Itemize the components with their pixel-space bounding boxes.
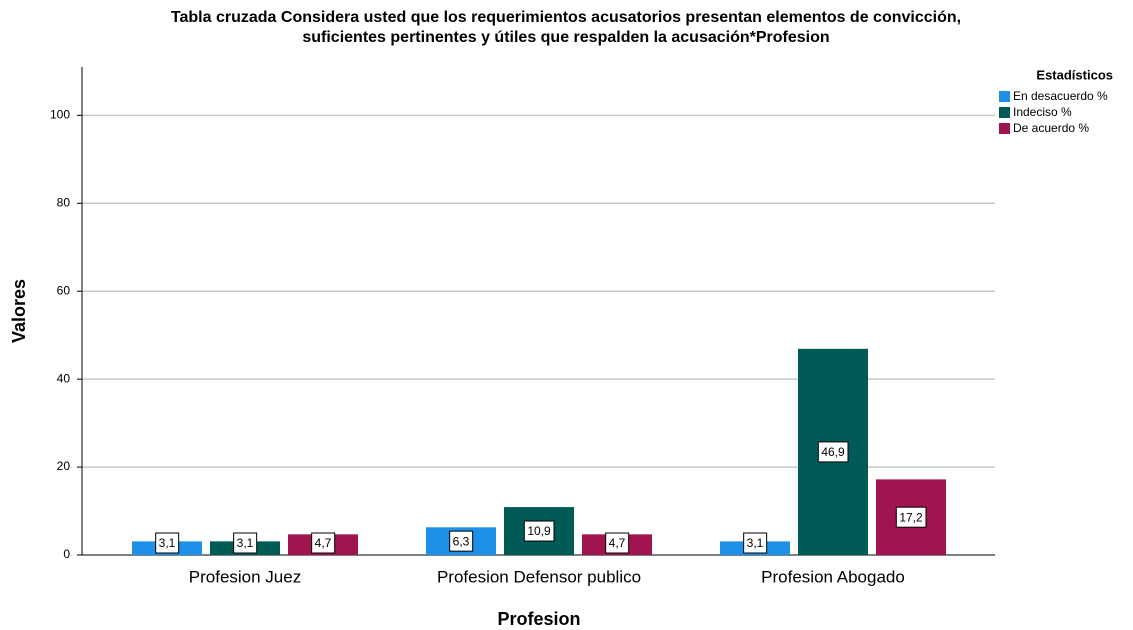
data-label: 4,7	[609, 536, 626, 550]
data-label-box	[895, 506, 927, 528]
legend-label: En desacuerdo %	[1013, 89, 1108, 103]
data-label-box	[449, 530, 474, 552]
x-tick-label: Profesion Defensor publico	[437, 567, 641, 586]
x-tick-label: Profesion Abogado	[761, 567, 905, 586]
data-label: 4,7	[315, 536, 332, 550]
x-axis-label: Profesion	[497, 609, 580, 629]
data-label-box	[605, 532, 630, 554]
y-tick-label: 40	[57, 371, 71, 385]
data-label: 3,1	[237, 536, 254, 550]
legend-swatch	[999, 91, 1010, 102]
chart-title: Tabla cruzada Considera usted que los re…	[171, 9, 961, 26]
y-tick-label: 80	[57, 195, 71, 209]
legend-label: De acuerdo %	[1013, 121, 1089, 135]
data-label: 17,2	[899, 510, 923, 524]
data-label-box	[523, 520, 555, 542]
data-label-box	[743, 532, 768, 554]
data-label-box	[233, 532, 258, 554]
y-tick-label: 100	[50, 108, 70, 122]
legend-swatch	[999, 107, 1010, 118]
y-tick-label: 60	[57, 283, 71, 297]
data-label-box	[311, 532, 336, 554]
data-label: 6,3	[453, 534, 470, 548]
data-label-box	[155, 532, 180, 554]
data-label-box	[817, 441, 849, 463]
y-tick-label: 20	[57, 459, 71, 473]
data-label: 10,9	[527, 524, 551, 538]
data-label: 3,1	[159, 536, 176, 550]
legend-swatch	[999, 123, 1010, 134]
data-label: 3,1	[747, 536, 764, 550]
y-axis-label: Valores	[9, 279, 29, 343]
chart-title: suficientes pertinentes y útiles que res…	[302, 29, 829, 46]
data-label: 46,9	[821, 445, 845, 459]
legend-title: Estadísticos	[1036, 67, 1113, 82]
x-tick-label: Profesion Juez	[189, 567, 301, 586]
legend-label: Indeciso %	[1013, 105, 1072, 119]
y-tick-label: 0	[63, 547, 70, 561]
